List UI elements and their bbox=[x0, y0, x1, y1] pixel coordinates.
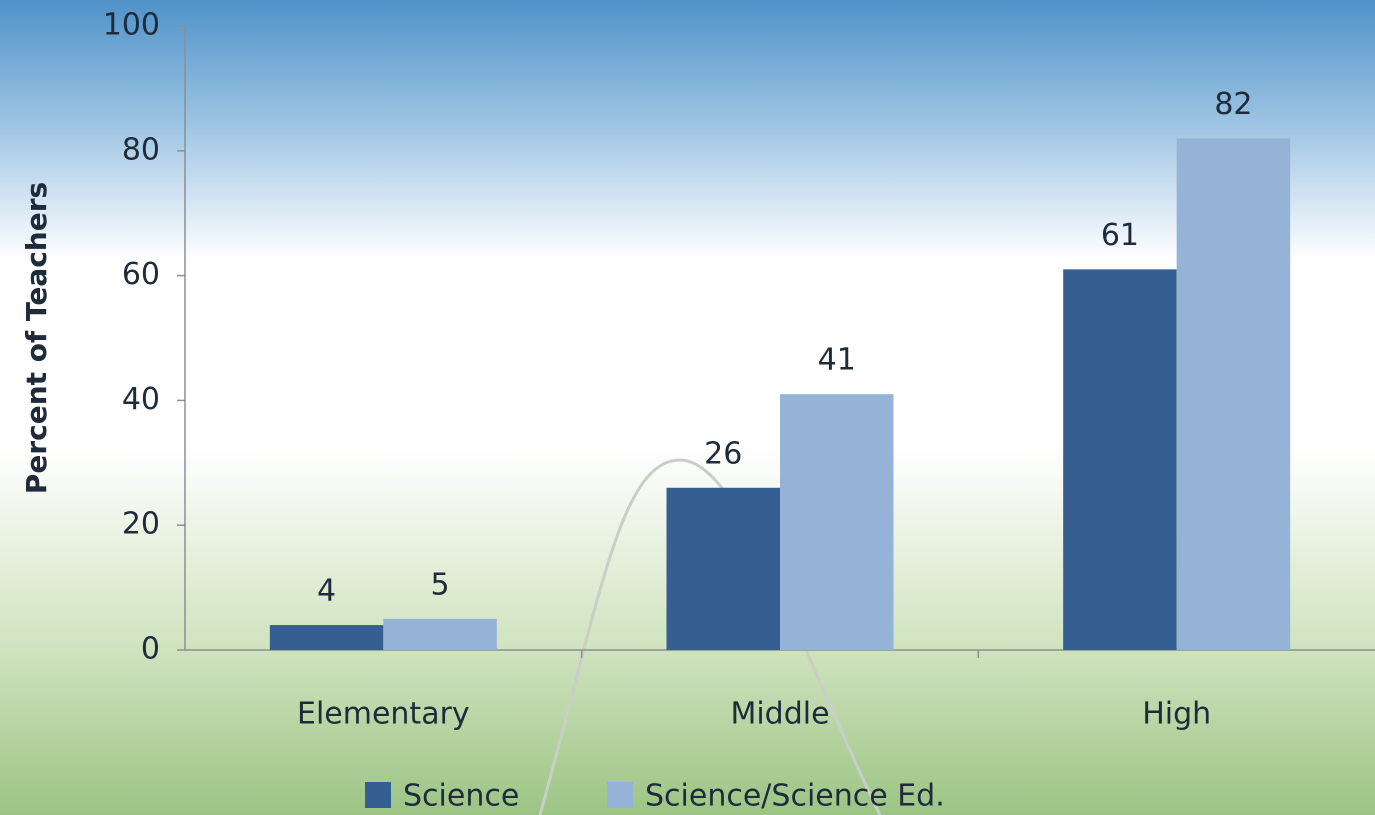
y-tick-label: 20 bbox=[122, 507, 160, 542]
value-label: 41 bbox=[818, 343, 856, 378]
y-tick-label: 80 bbox=[122, 132, 160, 167]
x-tick-label: Elementary bbox=[297, 697, 470, 732]
legend-swatch bbox=[365, 782, 391, 808]
value-label: 26 bbox=[704, 436, 742, 471]
y-axis-label: Percent of Teachers bbox=[20, 182, 53, 494]
legend-label: Science bbox=[403, 779, 519, 814]
legend-swatch bbox=[607, 782, 633, 808]
x-tick-label: Middle bbox=[730, 697, 829, 732]
bar bbox=[1063, 269, 1177, 650]
value-label: 5 bbox=[431, 567, 450, 602]
y-tick-label: 40 bbox=[122, 382, 160, 417]
bar bbox=[1176, 138, 1291, 650]
value-label: 4 bbox=[317, 574, 336, 609]
x-tick-label: High bbox=[1142, 697, 1211, 732]
value-label: 82 bbox=[1214, 87, 1252, 122]
decoration bbox=[538, 458, 882, 815]
bar bbox=[666, 487, 780, 650]
y-tick-label: 60 bbox=[122, 257, 160, 292]
y-tick-label: 0 bbox=[141, 632, 160, 667]
bar bbox=[780, 394, 894, 650]
bar bbox=[269, 625, 384, 650]
y-tick-label: 100 bbox=[103, 8, 160, 43]
value-label: 61 bbox=[1101, 218, 1139, 253]
bar bbox=[383, 618, 497, 650]
legend-label: Science/Science Ed. bbox=[645, 779, 945, 814]
